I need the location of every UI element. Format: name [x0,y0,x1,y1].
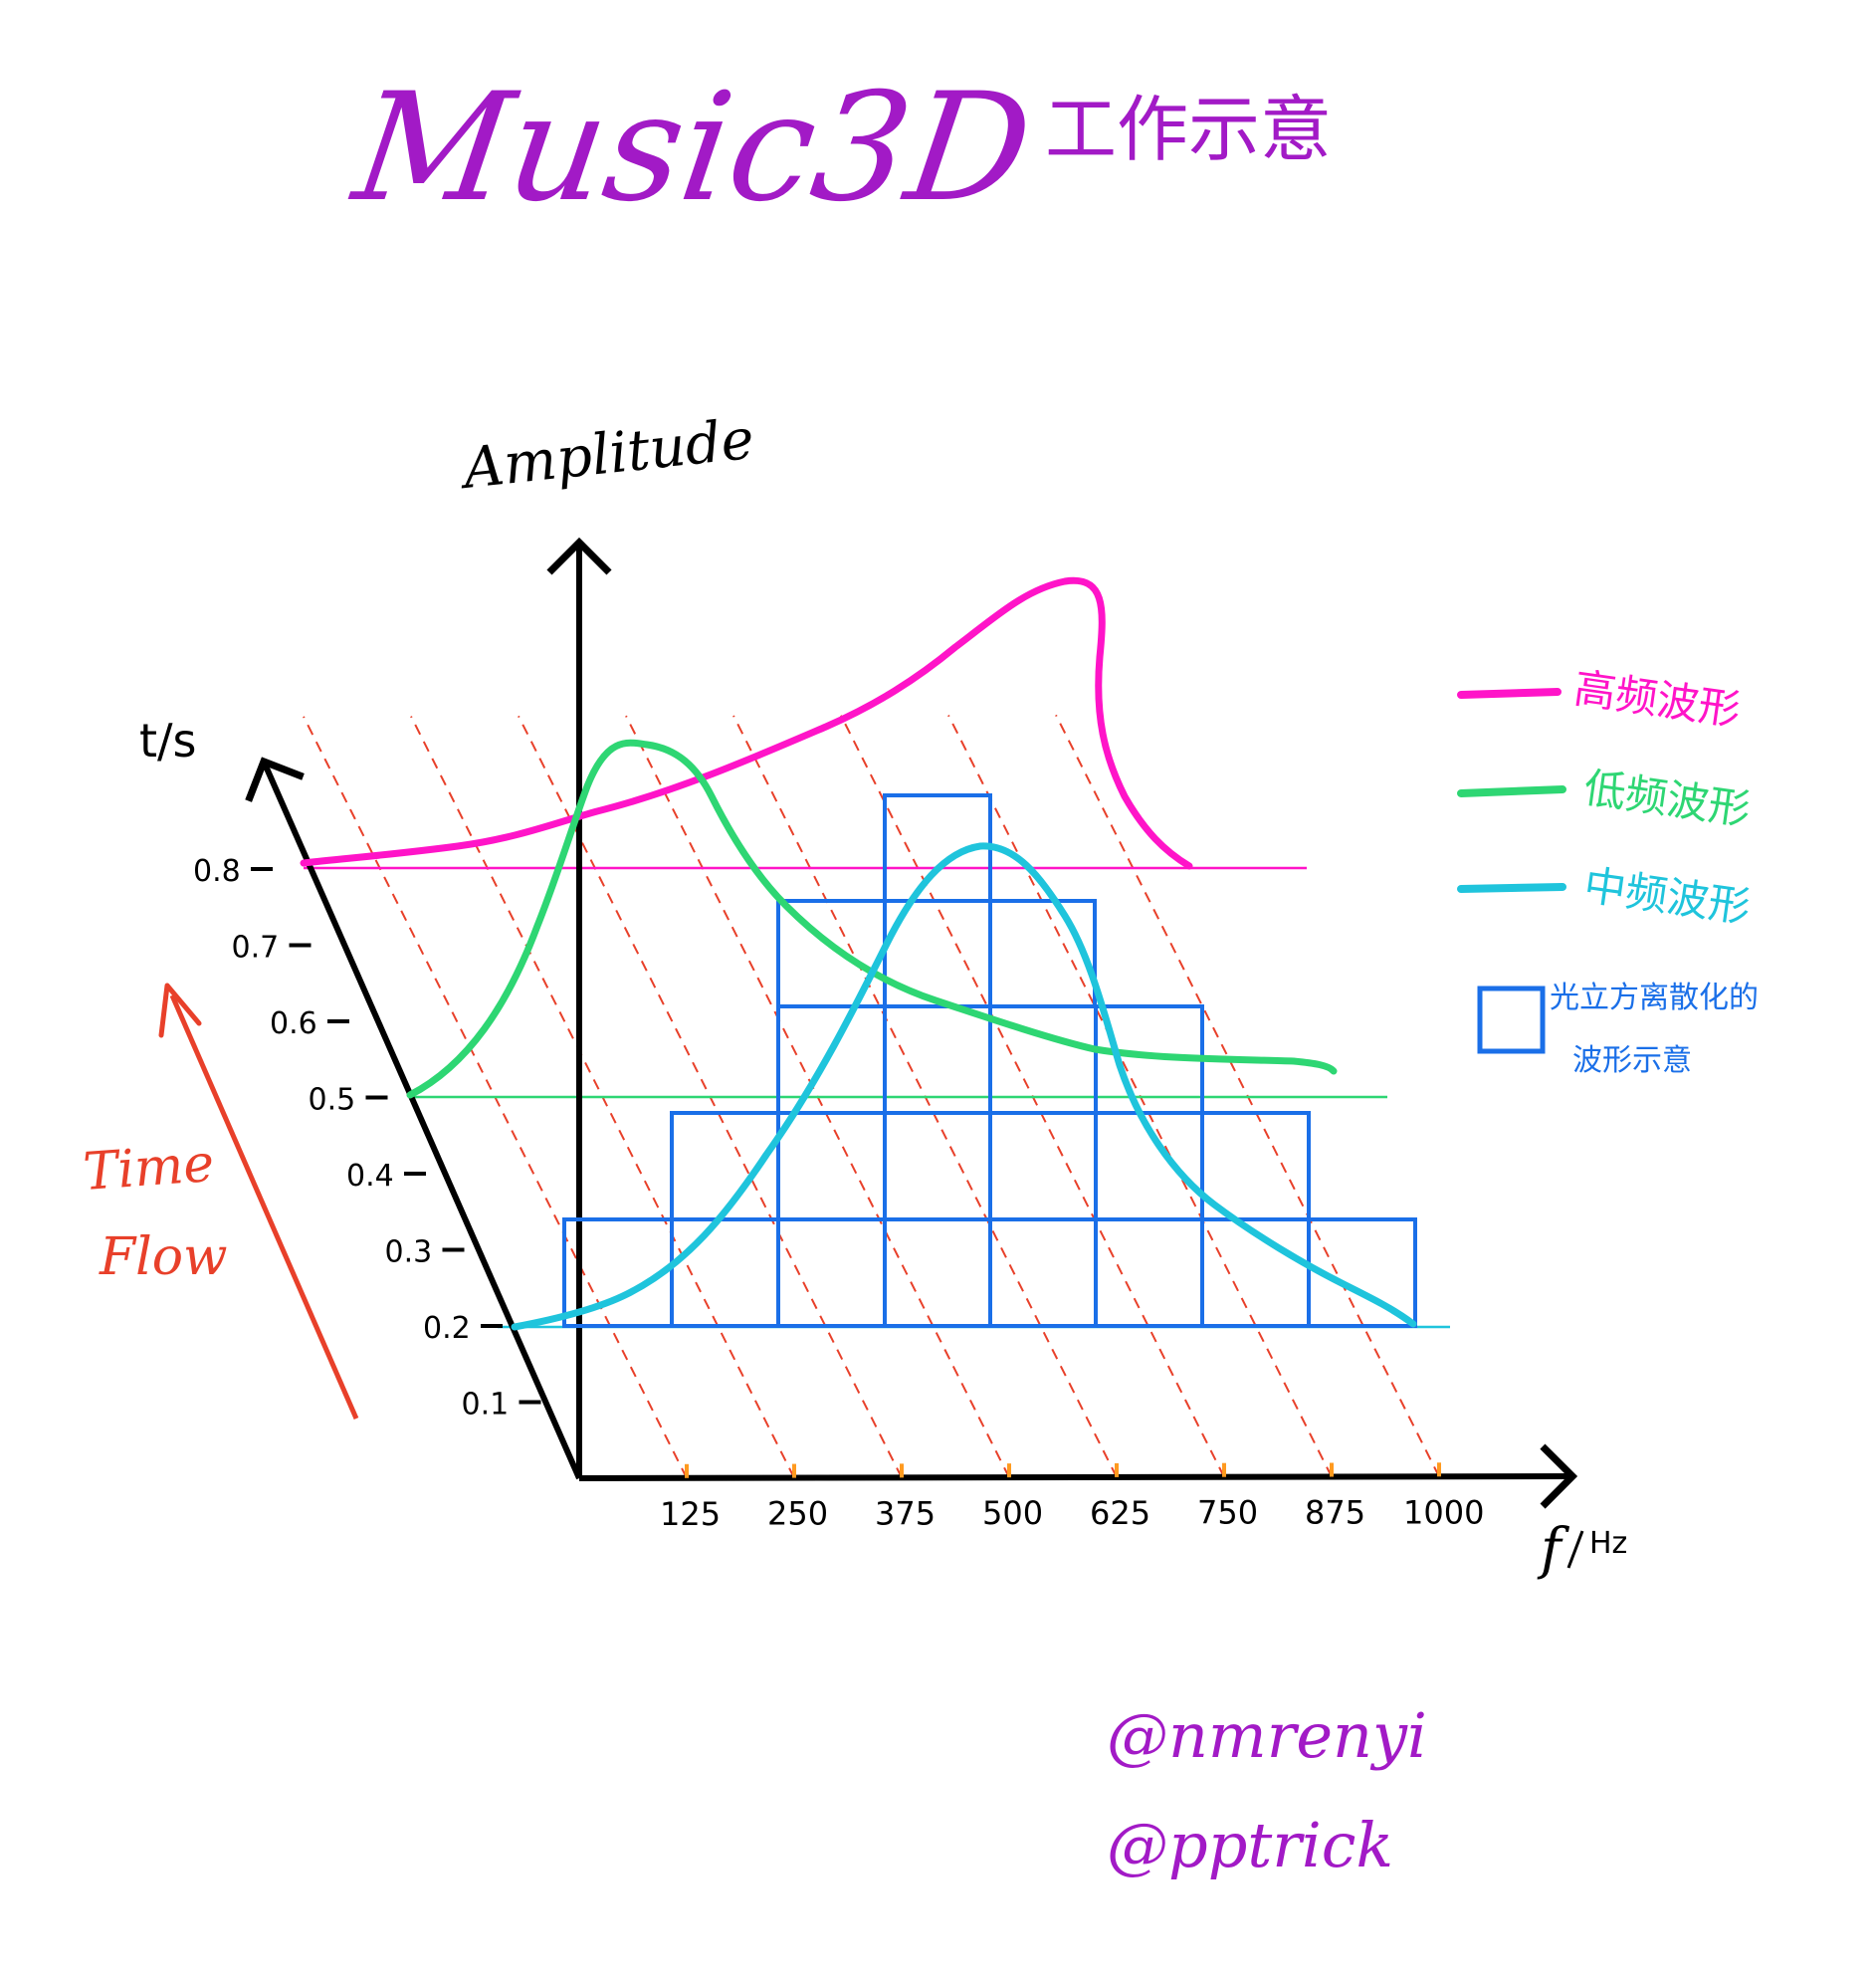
freq-axis-unit: Hz [1589,1526,1627,1561]
time-tick-label: 0.6 [270,1006,317,1041]
title-main: Music3D [342,61,1041,235]
legend-high-label: 高频波形 [1571,663,1744,735]
time-tick-label: 0.3 [385,1235,433,1270]
time-tick-label: 0.2 [423,1311,471,1346]
freq-tick-label: 875 [1305,1493,1365,1531]
time-flow-arrow [169,994,359,1420]
legend-low-swatch [1457,785,1566,797]
freq-tick-label: 125 [660,1495,721,1533]
cube-discretization [562,793,1417,1328]
credit-1: @nmrenyi [1107,1699,1427,1772]
time-tick-label: 0.5 [309,1083,356,1118]
amplitude-label: Amplitude [456,407,757,503]
freq-tick-label: 375 [875,1494,936,1532]
low-frequency-wave [406,739,1338,1099]
freq-tick-label: 500 [982,1494,1043,1532]
time-axis [245,757,582,1480]
time-tick-label: 0.1 [462,1388,510,1423]
time-ticks: 0.8 0.7 0.6 0.5 0.4 0.3 0.2 0.1 [193,854,541,1423]
legend-high-swatch [1457,688,1562,699]
legend-low-label: 低频波形 [1581,763,1754,834]
time-tick-label: 0.7 [232,931,280,966]
frequency-ticks: 125 250 375 500 625 750 875 1000 [660,1462,1484,1533]
credit-2: @pptrick [1107,1809,1393,1881]
freq-tick-label: 625 [1090,1494,1150,1532]
legend-cube-label-line1: 光立方离散化的 [1550,981,1759,1015]
freq-tick-label: 250 [767,1495,828,1533]
title-sub: 工作示意 [1045,88,1332,171]
freq-tick-label: 750 [1197,1494,1258,1532]
time-flow-label-line2: Flow [99,1227,228,1287]
freq-axis-label: f [1537,1517,1570,1582]
freq-axis-slash [1566,1530,1584,1569]
time-flow-arrowhead [158,983,202,1038]
legend-cube-label-line2: 波形示意 [1572,1043,1692,1078]
legend-mid-label: 中频波形 [1581,860,1754,932]
frequency-axis [578,1443,1578,1509]
legend-mid-swatch [1457,883,1566,893]
time-tick-label: 0.8 [193,854,241,889]
high-frequency-wave [300,576,1193,870]
legend: 高频波形 低频波形 中频波形 光立方离散化的 波形示意 [1457,663,1759,1078]
time-axis-label: t/s [139,714,197,768]
legend-cube-swatch [1477,986,1546,1054]
freq-tick-label: 1000 [1403,1493,1484,1531]
time-flow-label-line1: Time [82,1134,216,1203]
mid-frequency-wave [511,842,1417,1331]
cube-row-4 [776,899,1097,1008]
time-tick-label: 0.4 [346,1159,394,1194]
